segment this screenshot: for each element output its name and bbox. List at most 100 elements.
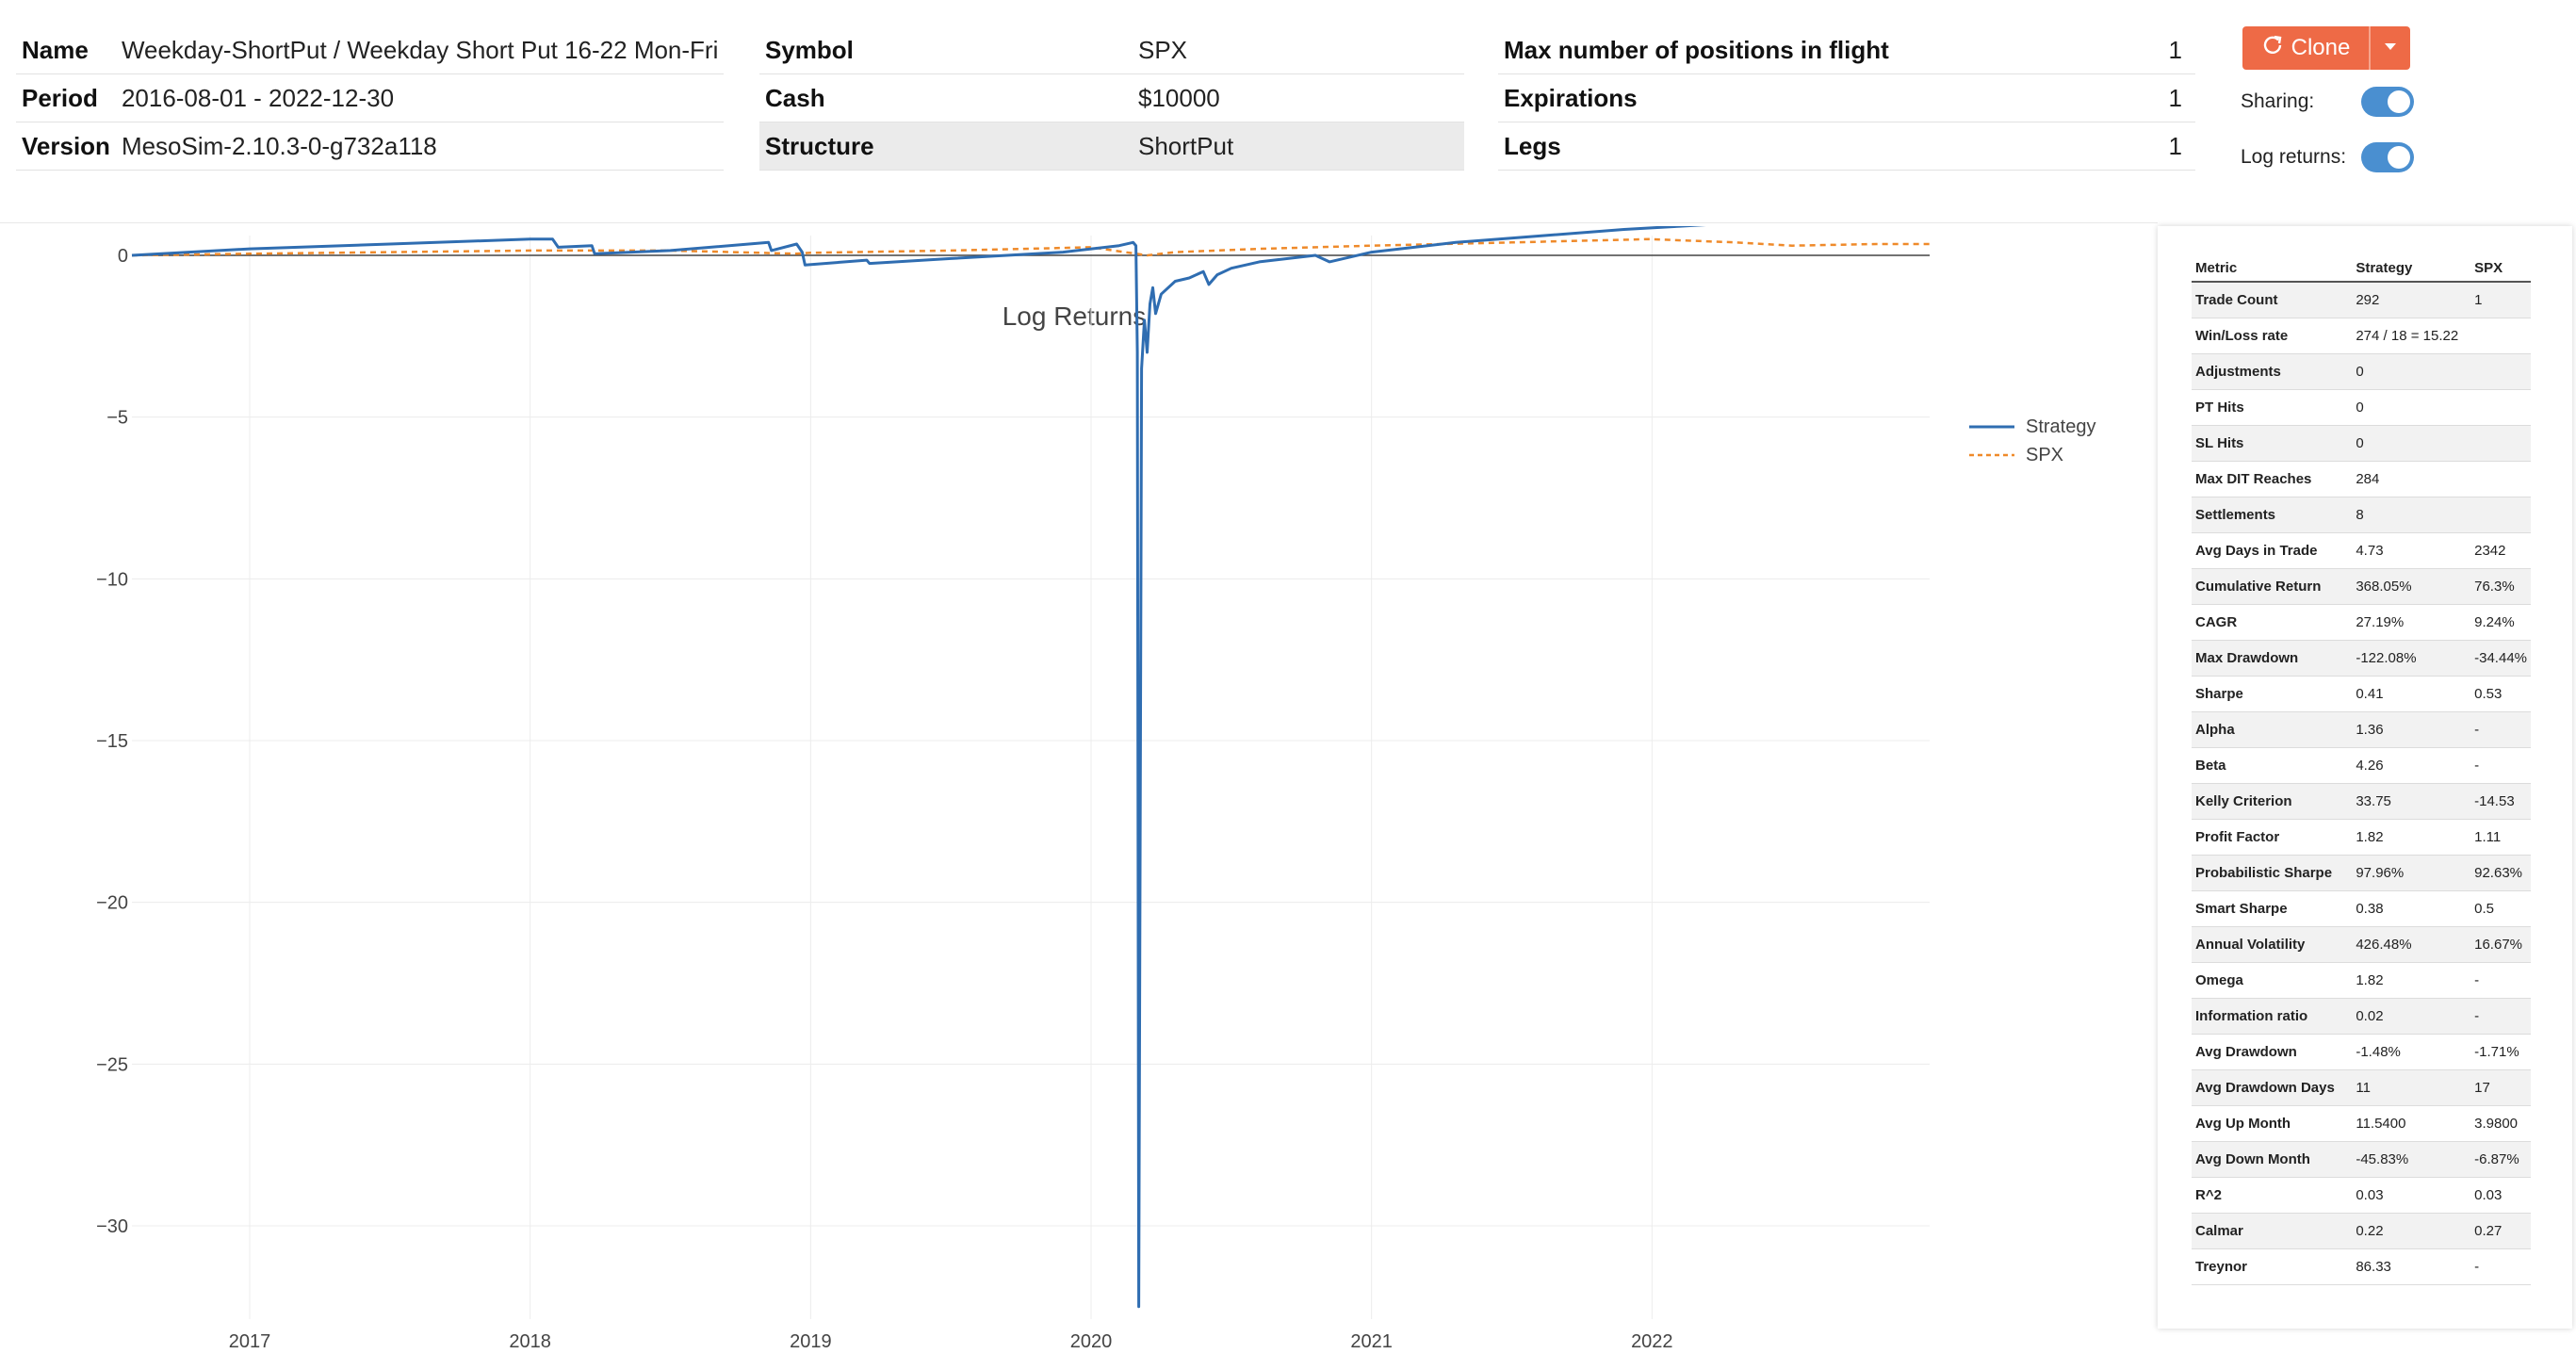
info-value: Weekday-ShortPut / Weekday Short Put 16-… bbox=[115, 26, 725, 74]
metric-strategy-value: 0.41 bbox=[2352, 676, 2471, 712]
metric-spx-value: 0.03 bbox=[2470, 1177, 2531, 1214]
info-row-legs: Legs 1 bbox=[1498, 122, 2195, 171]
legend-item-strategy[interactable]: Strategy bbox=[1969, 413, 2095, 441]
info-value: SPX bbox=[1133, 26, 1464, 74]
metric-row-avg-up-month: Avg Up Month 11.5400 3.9800 bbox=[2192, 1105, 2531, 1142]
info-value: 1 bbox=[2142, 73, 2195, 122]
metric-strategy-value: 0 bbox=[2352, 353, 2471, 390]
metric-spx-value: - bbox=[2470, 747, 2531, 784]
metric-row-smart-sharpe: Smart Sharpe 0.38 0.5 bbox=[2192, 890, 2531, 927]
metric-row-profit-factor: Profit Factor 1.82 1.11 bbox=[2192, 819, 2531, 856]
metric-strategy-value: 11 bbox=[2352, 1069, 2471, 1106]
log-returns-chart: Log Returns 0 −5 −10 −15 −20 −25 −30 2017 2018 20… bbox=[0, 226, 2158, 1370]
metric-row-annual-volatility: Annual Volatility 426.48% 16.67% bbox=[2192, 926, 2531, 963]
metric-row-avg-drawdown-days: Avg Drawdown Days 11 17 bbox=[2192, 1069, 2531, 1106]
metric-name: Adjustments bbox=[2192, 353, 2353, 390]
metric-row-treynor: Treynor 86.33- bbox=[2192, 1248, 2531, 1285]
metric-strategy-value: 4.26 bbox=[2352, 747, 2471, 784]
x-tick-label: 2018 bbox=[509, 1331, 551, 1352]
info-value: ShortPut bbox=[1133, 122, 1464, 171]
info-key: Symbol bbox=[759, 26, 1133, 74]
legend-label-spx: SPX bbox=[2026, 444, 2064, 465]
metric-row-trade-count: Trade Count 292 1 bbox=[2192, 282, 2531, 318]
log-returns-toggle-row: Log returns: bbox=[2241, 142, 2414, 172]
metric-spx-value: - bbox=[2470, 998, 2531, 1035]
info-value: 1 bbox=[2142, 122, 2195, 171]
strategy-series-line[interactable] bbox=[131, 226, 1930, 1309]
metric-spx-value: 1 bbox=[2470, 282, 2531, 318]
info-value: MesoSim-2.10.3-0-g732a118 bbox=[115, 122, 725, 171]
info-key: Max number of positions in flight bbox=[1498, 26, 2143, 74]
metric-strategy-value: 368.05% bbox=[2352, 568, 2471, 605]
metric-row-information-ratio: Information ratio 0.02- bbox=[2192, 998, 2531, 1035]
metric-strategy-value: 0.38 bbox=[2352, 890, 2471, 927]
metric-spx-value: - bbox=[2470, 1248, 2531, 1285]
info-row-name: Name Weekday-ShortPut / Weekday Short Put… bbox=[16, 26, 725, 74]
metric-strategy-value: -1.48% bbox=[2352, 1034, 2471, 1070]
legend-item-spx[interactable]: SPX bbox=[1969, 441, 2095, 469]
metric-row-avg-down-month: Avg Down Month -45.83% -6.87% bbox=[2192, 1141, 2531, 1178]
metric-row-cumulative-return: Cumulative Return 368.05% 76.3% bbox=[2192, 568, 2531, 605]
sharing-switch[interactable] bbox=[2361, 87, 2414, 117]
metric-name: Sharpe bbox=[2192, 676, 2353, 712]
log-returns-switch[interactable] bbox=[2361, 142, 2414, 172]
info-value: 2016-08-01 - 2022-12-30 bbox=[115, 73, 725, 122]
metric-name: Avg Drawdown Days bbox=[2192, 1069, 2353, 1106]
metric-name: Avg Days in Trade bbox=[2192, 532, 2353, 569]
metric-spx-value bbox=[2470, 353, 2531, 390]
chart-plot[interactable]: 0 −5 −10 −15 −20 −25 −30 2017 2018 2019 2020 2021 20… bbox=[0, 226, 2158, 1370]
metric-spx-value: -34.44% bbox=[2470, 640, 2531, 677]
metric-strategy-value: 0 bbox=[2352, 389, 2471, 426]
metric-name: Alpha bbox=[2192, 711, 2353, 748]
info-key: Version bbox=[16, 122, 116, 171]
metric-strategy-value: 292 bbox=[2352, 282, 2471, 318]
metric-spx-value: -6.87% bbox=[2470, 1141, 2531, 1178]
metric-name: Information ratio bbox=[2192, 998, 2353, 1035]
metric-name: Kelly Criterion bbox=[2192, 783, 2353, 820]
metric-spx-value: 17 bbox=[2470, 1069, 2531, 1106]
info-row-symbol: Symbol SPX bbox=[759, 26, 1464, 74]
metric-spx-value: 76.3% bbox=[2470, 568, 2531, 605]
metric-strategy-value: 0.03 bbox=[2352, 1177, 2471, 1214]
metric-row-beta: Beta 4.26- bbox=[2192, 747, 2531, 784]
metric-spx-value: - bbox=[2470, 711, 2531, 748]
metrics-header-row: Metric Strategy SPX bbox=[2192, 254, 2531, 283]
x-tick-label: 2017 bbox=[229, 1331, 271, 1352]
metric-strategy-value: 11.5400 bbox=[2352, 1105, 2471, 1142]
caret-down-icon bbox=[2384, 40, 2397, 57]
metrics-header-strategy: Strategy bbox=[2352, 254, 2471, 283]
metric-name: Trade Count bbox=[2192, 282, 2353, 318]
metric-row-win-loss-rate: Win/Loss rate 274 / 18 = 15.22 bbox=[2192, 318, 2531, 354]
metric-row-cagr: CAGR 27.19% 9.24% bbox=[2192, 604, 2531, 641]
info-key: Cash bbox=[759, 73, 1133, 122]
metric-row-alpha: Alpha 1.36- bbox=[2192, 711, 2531, 748]
metric-strategy-value: 0.22 bbox=[2352, 1213, 2471, 1249]
clone-button-group: Clone bbox=[2242, 26, 2410, 70]
chart-legend: Strategy SPX bbox=[1969, 413, 2095, 469]
info-key: Expirations bbox=[1498, 73, 2143, 122]
metric-row-avg-days-in-trade: Avg Days in Trade 4.73 2342 bbox=[2192, 532, 2531, 569]
clone-button[interactable]: Clone bbox=[2242, 26, 2369, 70]
spx-series-line[interactable] bbox=[131, 237, 1930, 257]
metric-spx-value: 0.5 bbox=[2470, 890, 2531, 927]
metric-row-max-drawdown: Max Drawdown -122.08% -34.44% bbox=[2192, 640, 2531, 677]
refresh-icon bbox=[2261, 34, 2284, 63]
metric-spx-value: 16.67% bbox=[2470, 926, 2531, 963]
legend-swatch-spx bbox=[1969, 453, 2014, 457]
legend-label-strategy: Strategy bbox=[2026, 416, 2096, 437]
metric-row-r-2: R^2 0.03 0.03 bbox=[2192, 1177, 2531, 1214]
metrics-table: Metric Strategy SPX Trade Count 292 1 Win/Los… bbox=[2192, 254, 2531, 1285]
metric-row-settlements: Settlements 8 bbox=[2192, 497, 2531, 533]
metric-row-omega: Omega 1.82- bbox=[2192, 962, 2531, 999]
metric-strategy-value: 1.36 bbox=[2352, 711, 2471, 748]
y-tick-label: −20 bbox=[96, 893, 128, 914]
info-key: Structure bbox=[759, 122, 1133, 171]
metric-spx-value bbox=[2470, 461, 2531, 497]
metric-spx-value: - bbox=[2470, 962, 2531, 999]
clone-dropdown-toggle[interactable] bbox=[2369, 26, 2410, 70]
metric-strategy-value: 97.96% bbox=[2352, 855, 2471, 891]
info-key: Period bbox=[16, 73, 116, 122]
metric-spx-value: -14.53 bbox=[2470, 783, 2531, 820]
header-divider bbox=[0, 222, 2158, 223]
metric-strategy-value: 86.33 bbox=[2352, 1248, 2471, 1285]
